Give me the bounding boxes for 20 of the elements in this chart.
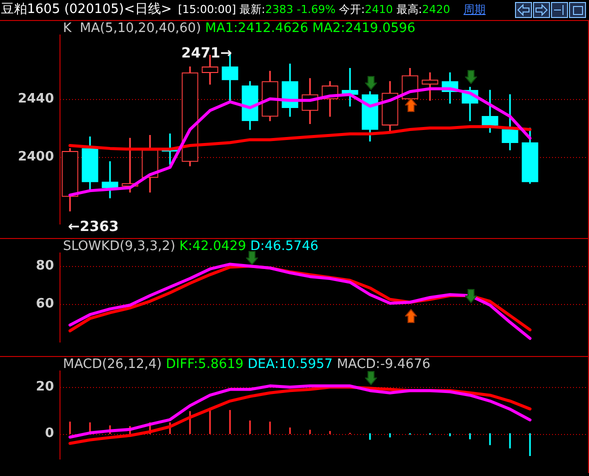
annotation: DEA:10.5957	[248, 357, 334, 372]
annotation: 2471→	[181, 45, 232, 62]
annotation: MACD:-9.4676	[336, 357, 432, 372]
annotation: SLOWKD(9,3,3,2)	[63, 239, 176, 254]
annotation: MACD(26,12,4)	[63, 357, 163, 372]
annotation: K:42.0429	[179, 239, 248, 254]
y-tick-label: 2440	[18, 91, 54, 106]
text: [15:00:00] 最新:2383 -1.69% 今开:2410 最高:2420 周期	[178, 3, 486, 16]
annotation: MA1:2412.4626	[205, 21, 310, 36]
chart-title: 豆粕1605 (020105)<日线>	[1, 1, 172, 19]
y-tick-label: 80	[36, 258, 54, 274]
annotation: MA2:2419.0596	[312, 21, 416, 36]
annotation: K MA(5,10,20,40,60)	[63, 21, 202, 36]
annotation: D:46.5746	[250, 239, 320, 254]
y-tick-label: 60	[36, 296, 54, 312]
y-tick-label: 2400	[18, 150, 54, 165]
y-tick-label: 20	[36, 379, 54, 394]
annotation: ←2363	[68, 219, 119, 235]
annotation: DIFF:5.8619	[166, 357, 245, 372]
y-tick-label: 0	[44, 426, 54, 441]
